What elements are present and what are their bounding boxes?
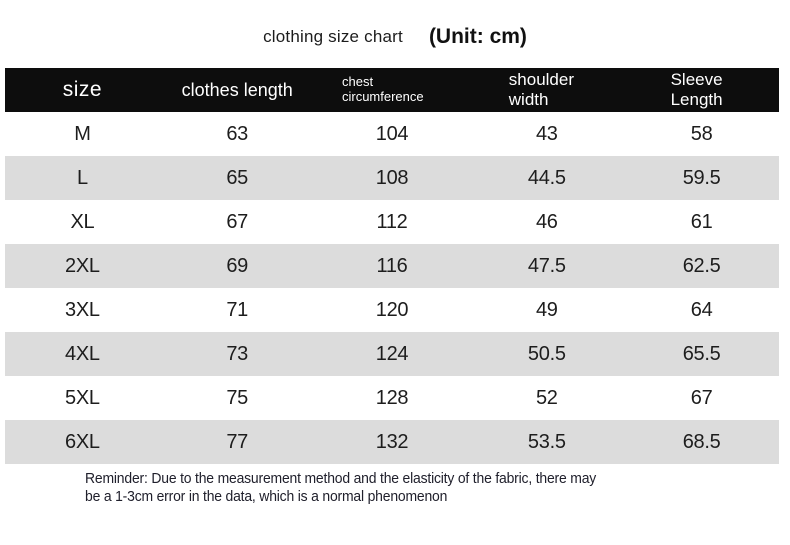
value-cell: 46 (535, 210, 558, 233)
size-cell: XL (70, 210, 95, 233)
size-cell: 4XL (65, 342, 100, 365)
value-cell: 67 (226, 210, 249, 233)
value-cell: 116 (376, 254, 408, 277)
column-header-shoulder-width: shoulder width (469, 68, 624, 112)
size-cell: M (74, 122, 91, 145)
value-cell: 44.5 (527, 166, 566, 189)
title-unit-label: (Unit: cm) (428, 25, 527, 48)
value-cell: 47.5 (527, 254, 566, 277)
value-cell: 62.5 (682, 254, 721, 277)
value-cell: 120 (375, 298, 409, 321)
value-cell: 108 (375, 166, 409, 189)
size-chart-table: size clothes length chest circumference … (5, 68, 779, 464)
value-cell: 65.5 (682, 342, 721, 365)
value-cell: 64 (690, 298, 713, 321)
size-cell: 5XL (65, 386, 100, 409)
reminder-line-1: Reminder: Due to the measurement method … (85, 470, 597, 487)
table-row: 3XL 71 120 49 64 (5, 288, 779, 332)
table-row: 6XL 77 132 53.5 68.5 (5, 420, 779, 464)
value-cell: 63 (226, 122, 249, 145)
size-cell: 6XL (65, 430, 100, 453)
value-cell: 128 (375, 386, 409, 409)
size-table-body: M 63 104 43 58 L 65 108 44.5 59.5 XL 67 112 46 61 2XL 69… (5, 112, 779, 464)
size-cell: L (76, 166, 88, 189)
column-header-label: size (62, 78, 103, 101)
value-cell: 58 (690, 122, 713, 145)
table-row: L 65 108 44.5 59.5 (5, 156, 779, 200)
value-cell: 43 (535, 122, 558, 145)
table-row: M 63 104 43 58 (5, 112, 779, 156)
value-cell: 52 (535, 386, 558, 409)
column-header-label: clothes length (181, 79, 293, 100)
size-cell: 2XL (65, 254, 100, 277)
page-title: clothing size chart (Unit: cm) (0, 0, 790, 68)
value-cell: 50.5 (527, 342, 566, 365)
column-header-label: Sleeve Length (670, 70, 723, 109)
column-header-label: chest circumference (341, 74, 424, 104)
value-cell: 73 (226, 342, 249, 365)
value-cell: 104 (375, 122, 409, 145)
table-row: XL 67 112 46 61 (5, 200, 779, 244)
reminder-line-2: be a 1-3cm error in the data, which is a… (85, 488, 448, 505)
column-header-sleeve-length: Sleeve Length (624, 68, 779, 112)
column-header-clothes-length: clothes length (160, 68, 315, 112)
value-cell: 65 (226, 166, 249, 189)
value-cell: 124 (375, 342, 409, 365)
value-cell: 75 (226, 386, 249, 409)
value-cell: 132 (375, 430, 409, 453)
column-header-size: size (5, 68, 160, 112)
title-text: clothing size chart (263, 27, 403, 46)
value-cell: 53.5 (527, 430, 566, 453)
table-header: size clothes length chest circumference … (5, 68, 779, 112)
value-cell: 69 (226, 254, 249, 277)
value-cell: 67 (690, 386, 713, 409)
size-cell: 3XL (65, 298, 100, 321)
value-cell: 112 (376, 210, 408, 233)
value-cell: 61 (690, 210, 713, 233)
value-cell: 71 (226, 298, 249, 321)
value-cell: 68.5 (682, 430, 721, 453)
reminder-note: Reminder: Due to the measurement method … (85, 470, 643, 506)
value-cell: 77 (226, 430, 249, 453)
table-row: 5XL 75 128 52 67 (5, 376, 779, 420)
header-row: size clothes length chest circumference … (5, 68, 779, 112)
column-header-label: shoulder width (508, 70, 574, 109)
table-row: 4XL 73 124 50.5 65.5 (5, 332, 779, 376)
value-cell: 49 (535, 298, 558, 321)
table-row: 2XL 69 116 47.5 62.5 (5, 244, 779, 288)
value-cell: 59.5 (682, 166, 721, 189)
column-header-chest-circumference: chest circumference (315, 68, 470, 112)
